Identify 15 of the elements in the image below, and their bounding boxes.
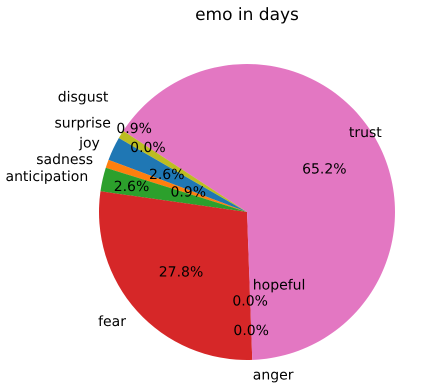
data-label: 2.6%: [114, 178, 150, 195]
category-label: hopeful: [252, 278, 306, 294]
text: 0.0%: [130, 140, 166, 156]
category-label: surprise: [54, 116, 111, 132]
slice-label: joy: [78, 135, 100, 152]
slice-label: anticipation: [5, 169, 88, 186]
slice-label: disgust: [58, 90, 109, 106]
slice-label: sadness: [36, 152, 94, 168]
data-label: 0.9%: [170, 184, 206, 201]
pie-slice: [106, 160, 247, 212]
category-label: anger: [252, 368, 294, 384]
data-label: 27.8%: [158, 264, 204, 280]
data-label: 65.2%: [302, 161, 347, 178]
slice-label: fear: [98, 314, 126, 330]
chart-title: emo in days: [195, 5, 300, 25]
